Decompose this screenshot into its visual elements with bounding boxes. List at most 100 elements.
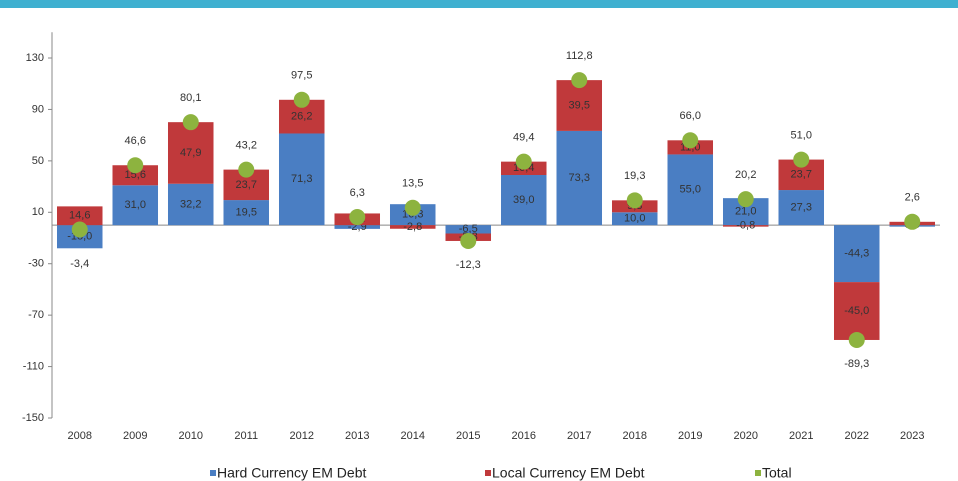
total-label: 2,6 [905,192,920,204]
bar-label: 47,9 [180,147,201,159]
bar [833,225,880,283]
bar [556,130,603,226]
y-tick-label: 90 [32,103,44,115]
total-dot [182,114,199,131]
total-dot [793,151,810,168]
bar-label: 26,2 [291,111,312,123]
bar-label: -6,5 [459,223,478,235]
bar-label: 19,5 [236,207,257,219]
y-tick-label: -30 [28,258,44,270]
total-label: 6,3 [350,187,365,199]
y-tick-label: -110 [23,360,44,372]
total-label: 112,8 [566,50,593,62]
bar-label: 14,6 [69,210,90,222]
bar-label: 55,0 [680,184,701,196]
x-tick-label: 2017 [567,430,591,442]
bar-label: 21,0 [735,206,756,218]
x-tick-label: 2022 [845,430,869,442]
y-tick-label: 10 [32,206,44,218]
total-label: 49,4 [513,132,534,144]
y-tick-label: 130 [26,52,44,64]
bar [722,225,769,227]
x-tick-label: 2008 [68,430,92,442]
x-tick-label: 2015 [456,430,480,442]
bar-label: 71,3 [291,173,312,185]
x-tick-label: 2012 [290,430,314,442]
total-dot [682,132,699,149]
x-tick-label: 2011 [234,430,258,442]
total-dot [238,161,255,178]
bar-label: 39,0 [513,194,534,206]
top-band [0,0,958,8]
total-label: 80,1 [180,92,201,104]
legend-swatch [755,470,761,476]
x-tick-label: 2016 [512,430,536,442]
total-dot [571,72,588,89]
bar-label: -2,8 [403,221,422,233]
total-label: 66,0 [680,110,701,122]
x-tick-label: 2010 [179,430,203,442]
x-tick-label: 2019 [678,430,702,442]
legend-swatch [210,470,216,476]
bar-label: -45,0 [844,305,869,317]
x-tick-label: 2018 [623,430,647,442]
bar [389,225,436,229]
legend-label: Hard Currency EM Debt [217,465,366,481]
bar-label: 23,7 [791,169,812,181]
total-dot [460,232,477,249]
bar [667,154,714,226]
bar-label: -0,8 [736,220,755,232]
y-tick-label: 50 [32,155,44,167]
total-label: -12,3 [456,259,481,271]
total-dot [293,91,310,108]
bar [56,206,103,226]
bar-label: 23,7 [236,179,257,191]
bar [778,190,825,226]
bar [334,225,381,229]
total-dot [904,213,921,230]
total-dot [71,221,88,238]
bar-label: 27,3 [791,202,812,214]
total-label: -3,4 [70,258,89,270]
y-tick-label: -150 [22,412,44,424]
bar [611,212,658,226]
bar [167,122,214,184]
bar-label: 73,3 [569,172,590,184]
total-dot [848,331,865,348]
bar [278,133,325,226]
total-dot [737,191,754,208]
bar [500,175,547,226]
bar-label: 10,0 [624,213,645,225]
bar [445,225,492,234]
bar-label: -44,3 [844,248,869,260]
total-dot [515,153,532,170]
bar-label: 32,2 [180,198,201,210]
x-tick-label: 2014 [401,430,425,442]
total-label: 46,6 [125,135,146,147]
total-label: 51,0 [791,129,812,141]
x-tick-label: 2020 [734,430,758,442]
x-tick-label: 2013 [345,430,369,442]
bar [223,200,270,226]
bar [167,183,214,226]
bar [833,282,880,340]
legend-label: Local Currency EM Debt [492,465,645,481]
x-tick-label: 2023 [900,430,924,442]
total-dot [349,209,366,226]
bar [556,80,603,131]
total-label: 19,3 [624,170,645,182]
bar [112,185,159,226]
total-dot [127,157,144,174]
bar-label: 31,0 [125,199,146,211]
total-label: 13,5 [402,178,423,190]
total-label: 97,5 [291,70,312,82]
bar-label: 15,6 [125,169,146,181]
legend-label: Total [762,465,792,481]
total-label: 43,2 [236,140,257,152]
total-label: -89,3 [844,358,869,370]
y-tick-label: -70 [28,309,44,321]
total-label: 20,2 [735,169,756,181]
bar [112,165,159,186]
bar-label: 39,5 [569,99,590,111]
